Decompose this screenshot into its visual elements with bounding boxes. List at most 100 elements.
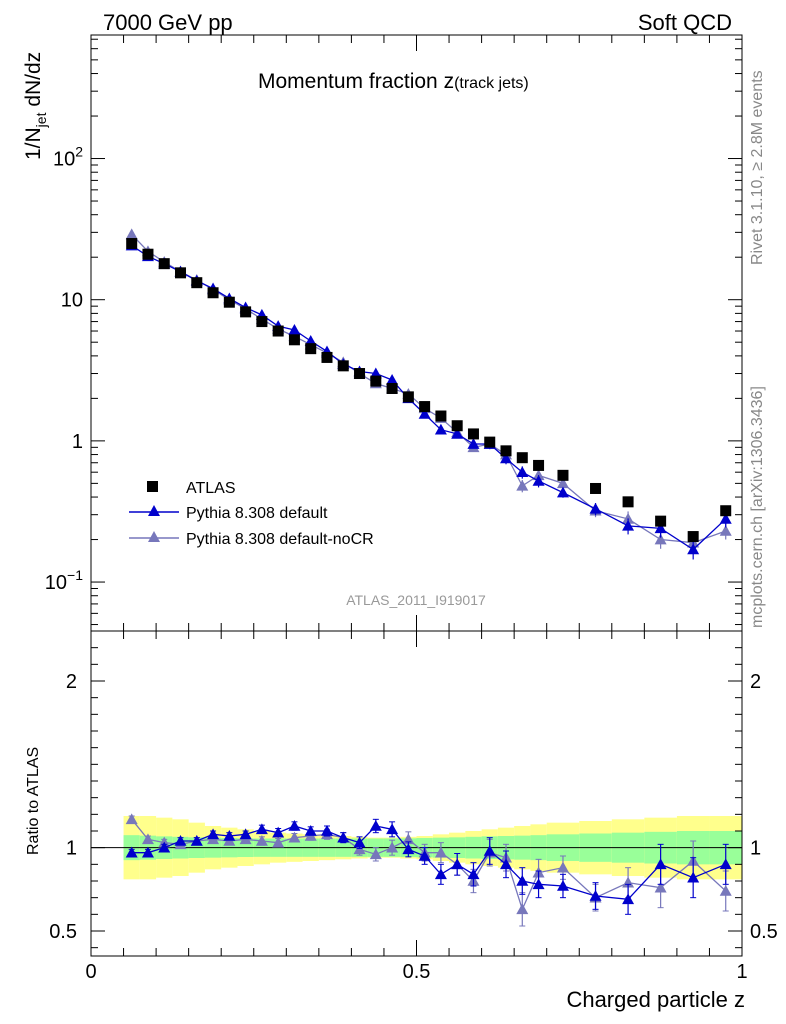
ratio-panel: 0.5 0.51 12 2 0 0.5 1 Ratio to ATLAS Charged …	[25, 630, 778, 1012]
main-point-atlas	[435, 410, 447, 422]
main-point-triangle	[467, 438, 480, 449]
main-point-triangle	[516, 466, 529, 477]
ratio-point-triangle	[516, 875, 529, 886]
x-tick-label: 0	[85, 961, 96, 983]
main-data-layer	[125, 228, 732, 560]
main-point-atlas	[223, 296, 235, 308]
ratio-uncertainty-bands	[91, 816, 742, 880]
main-point-atlas	[321, 351, 333, 363]
main-point-triangle	[125, 228, 138, 240]
main-point-atlas	[484, 436, 496, 448]
ratio-y-tick-label-right: 0.5	[750, 921, 778, 943]
main-point-atlas	[590, 482, 602, 494]
legend: ATLAS Pythia 8.308 default Pythia 8.308 …	[129, 480, 374, 548]
legend-pythia-default-label: Pythia 8.308 default	[186, 505, 328, 522]
legend-atlas-marker	[147, 481, 158, 492]
main-point-atlas	[240, 306, 252, 318]
main-point-atlas	[467, 428, 479, 440]
ratio-y-tick-label: 2	[66, 671, 77, 693]
main-point-atlas	[655, 515, 667, 527]
main-point-triangle	[434, 423, 447, 435]
main-point-atlas	[191, 277, 203, 289]
ratio-point-triangle	[158, 841, 171, 853]
main-point-triangle	[687, 543, 700, 555]
main-point-atlas	[175, 267, 187, 279]
ratio-point-triangle	[141, 846, 154, 858]
ratio-point-triangle	[402, 843, 415, 855]
rivet-version-label: Rivet 3.1.10, ≥ 2.8M events	[749, 70, 766, 265]
ratio-y-ticks: 0.5 0.5 1 1 2 2	[49, 630, 778, 949]
main-point-triangle	[516, 479, 529, 491]
ratio-point-triangle	[532, 878, 545, 890]
main-point-atlas	[207, 287, 219, 299]
ratio-point-triangle	[369, 848, 382, 860]
main-point-atlas	[687, 531, 699, 543]
main-y-ticks: 10−1 1 10 102	[45, 38, 742, 626]
header-process-label: Soft QCD	[638, 10, 732, 35]
main-point-atlas	[622, 496, 634, 508]
main-point-triangle	[418, 408, 431, 419]
main-point-triangle	[386, 373, 399, 385]
main-point-atlas	[337, 360, 349, 372]
main-point-triangle	[719, 524, 732, 536]
main-point-atlas	[451, 420, 463, 432]
ratio-point-triangle	[622, 893, 635, 905]
ratio-point-triangle	[255, 823, 268, 835]
main-point-atlas	[158, 258, 170, 270]
main-x-ticks	[90, 35, 743, 631]
main-point-atlas	[402, 391, 414, 403]
ratio-point-triangle	[467, 868, 480, 880]
ratio-y-tick-label-right: 1	[750, 838, 761, 860]
legend-pythia-nocr-label: Pythia 8.308 default-noCR	[186, 531, 374, 548]
main-y-tick-label: 1	[72, 431, 83, 453]
main-point-atlas	[720, 505, 732, 517]
main-point-triangle	[654, 522, 667, 534]
main-series-line	[131, 244, 727, 551]
ratio-point-triangle	[353, 836, 366, 848]
ratio-point-triangle	[556, 880, 569, 891]
ratio-point-triangle	[125, 813, 138, 825]
main-y-tick-label: 10	[61, 290, 83, 312]
ratio-point-triangle	[207, 828, 220, 840]
ratio-point-triangle	[434, 868, 447, 880]
ratio-point-triangle	[288, 820, 301, 831]
main-point-triangle	[369, 367, 382, 379]
header-energy-label: 7000 GeV pp	[103, 10, 233, 35]
ratio-point-triangle	[141, 833, 154, 845]
main-point-atlas	[305, 343, 317, 355]
legend-atlas-label: ATLAS	[186, 480, 236, 497]
chart-title: Momentum fraction z(track jets)	[258, 70, 529, 93]
ratio-point-triangle	[589, 890, 602, 901]
ratio-point-triangle	[272, 836, 285, 848]
main-point-atlas	[557, 469, 569, 481]
ratio-point-triangle	[369, 820, 382, 831]
main-point-triangle	[288, 324, 301, 335]
main-point-atlas	[142, 248, 154, 260]
main-point-atlas	[419, 401, 431, 413]
ratio-point-triangle	[434, 846, 447, 858]
main-point-atlas	[516, 452, 528, 464]
main-point-atlas	[386, 382, 398, 394]
ratio-point-triangle	[288, 831, 301, 843]
ratio-point-triangle	[386, 841, 399, 853]
main-point-atlas	[126, 238, 138, 250]
ratio-point-triangle	[500, 858, 513, 870]
ratio-point-triangle	[337, 831, 350, 843]
ratio-point-triangle	[304, 825, 317, 836]
main-y-tick-label: 102	[53, 144, 83, 171]
ratio-x-ticks: 0 0.5 1	[85, 631, 748, 983]
main-point-atlas	[354, 368, 366, 380]
main-panel: 10−1 1 10 102 Momentum fraction z(track jet…	[22, 34, 743, 632]
main-point-triangle	[622, 512, 635, 524]
ratio-point-triangle	[418, 850, 431, 861]
main-point-triangle	[719, 512, 732, 524]
main-point-atlas	[370, 375, 382, 387]
ratio-y-axis-label: Ratio to ATLAS	[25, 747, 42, 855]
ratio-y-tick-label: 0.5	[49, 921, 77, 943]
main-point-triangle	[556, 477, 569, 489]
x-tick-label: 1	[736, 961, 747, 983]
main-point-triangle	[532, 474, 545, 486]
ratio-point-triangle	[239, 828, 252, 840]
ratio-point-triangle	[386, 823, 399, 835]
